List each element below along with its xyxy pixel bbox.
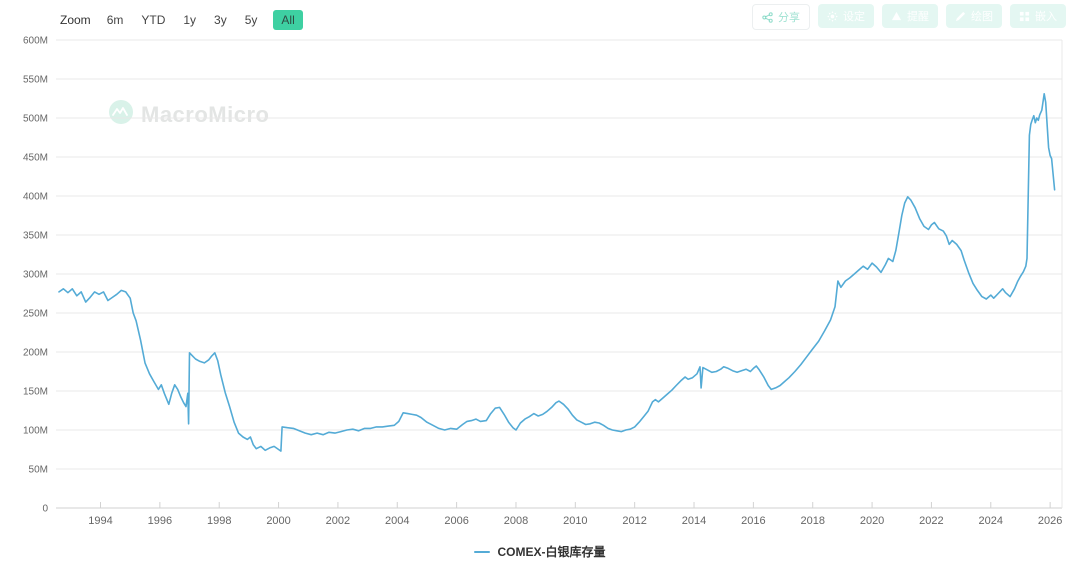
share-button-label: 分享 [778, 12, 800, 24]
draw-button-label: 绘图 [971, 11, 993, 23]
y-axis-label: 500M [23, 114, 48, 125]
y-axis-label: 50M [29, 465, 48, 476]
x-axis-label: 2014 [682, 515, 706, 527]
y-axis-label: 550M [23, 75, 48, 86]
y-axis-label: 200M [23, 348, 48, 359]
range-button-5y[interactable]: 5y [244, 13, 258, 27]
x-axis-label: 2024 [979, 515, 1003, 527]
x-axis-label: 2008 [504, 515, 528, 527]
embed-button-label: 嵌入 [1035, 11, 1057, 23]
embed-icon [1019, 11, 1030, 22]
pencil-icon [955, 11, 966, 22]
y-axis-label: 400M [23, 192, 48, 203]
zoom-label: Zoom [60, 13, 91, 27]
x-axis-label: 2000 [266, 515, 290, 527]
series-line [58, 93, 1056, 452]
x-axis-label: 2016 [741, 515, 765, 527]
x-axis-label: 2018 [800, 515, 824, 527]
y-axis-label: 100M [23, 426, 48, 437]
x-axis-label: 2020 [860, 515, 884, 527]
y-axis-label: 300M [23, 270, 48, 281]
y-axis-label: 250M [23, 309, 48, 320]
x-axis-label: 1994 [88, 515, 112, 527]
settings-button-label: 设定 [843, 11, 865, 23]
legend-item[interactable]: COMEX-白银库存量 [0, 543, 1080, 560]
x-axis-label: 2012 [622, 515, 646, 527]
range-button-6m[interactable]: 6m [106, 13, 124, 27]
x-axis-label: 1996 [148, 515, 172, 527]
range-toolbar: Zoom 6m YTD 1y 3y 5y All [60, 10, 303, 30]
y-axis-label: 450M [23, 153, 48, 164]
embed-button[interactable]: 嵌入 [1010, 4, 1066, 28]
x-axis-label: 1998 [207, 515, 231, 527]
y-axis-label: 150M [23, 387, 48, 398]
share-button[interactable]: 分享 [752, 4, 810, 30]
settings-button[interactable]: 设定 [818, 4, 874, 28]
x-axis-label: 2006 [444, 515, 468, 527]
draw-button[interactable]: 绘图 [946, 4, 1002, 28]
inventory-line-chart[interactable]: 0 50M 100M 150M 200M 250M 300M 350M 400M 450M 500M… [0, 0, 1080, 540]
range-button-1y[interactable]: 1y [183, 13, 197, 27]
y-axis-label: 350M [23, 231, 48, 242]
alert-button-label: 提醒 [907, 11, 929, 23]
x-axis-label: 2002 [326, 515, 350, 527]
y-axis-label: 600M [23, 36, 48, 47]
range-button-3y[interactable]: 3y [214, 13, 227, 27]
legend-line-marker [474, 550, 491, 553]
range-button-ytd[interactable]: YTD [141, 13, 166, 27]
x-axis-label: 2004 [385, 515, 409, 527]
y-axis-label: 0 [42, 504, 48, 515]
alert-icon [891, 11, 902, 22]
x-axis-label: 2010 [563, 515, 587, 527]
x-axis-label: 2022 [919, 515, 943, 527]
x-axis-label: 2026 [1038, 515, 1062, 527]
gear-icon [827, 10, 838, 22]
share-icon [762, 11, 773, 23]
range-button-all[interactable]: All [273, 10, 303, 30]
legend-series-label: COMEX-白银库存量 [497, 545, 606, 559]
alert-button[interactable]: 提醒 [882, 4, 938, 28]
action-toolbar: 分享 设定 提醒 绘图 嵌入 [752, 4, 1066, 30]
